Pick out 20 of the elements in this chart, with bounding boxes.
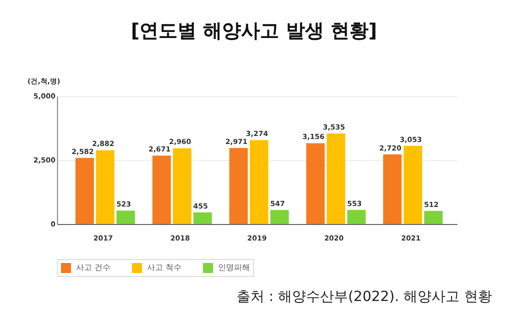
bar <box>404 146 422 224</box>
bar <box>172 148 192 224</box>
legend-label: 사고 척수 <box>147 263 182 272</box>
bar <box>347 210 366 224</box>
bar <box>193 212 212 224</box>
bar <box>424 210 443 224</box>
bar <box>383 154 402 224</box>
bar <box>96 150 114 224</box>
legend-label: 사고 건수 <box>76 263 111 272</box>
chart-title: [연도별 해양사고 발생 현황] <box>130 19 378 44</box>
bar <box>116 210 135 224</box>
legend-label: 인명피해 <box>218 263 250 272</box>
bar <box>270 210 289 224</box>
bar <box>75 158 94 224</box>
bar <box>152 156 171 224</box>
bar <box>306 143 325 224</box>
bar <box>229 148 248 224</box>
bar <box>326 134 346 224</box>
bar <box>250 140 268 224</box>
source-note: 출처 : 해양수산부(2022). 해양사고 현황 <box>236 288 492 306</box>
